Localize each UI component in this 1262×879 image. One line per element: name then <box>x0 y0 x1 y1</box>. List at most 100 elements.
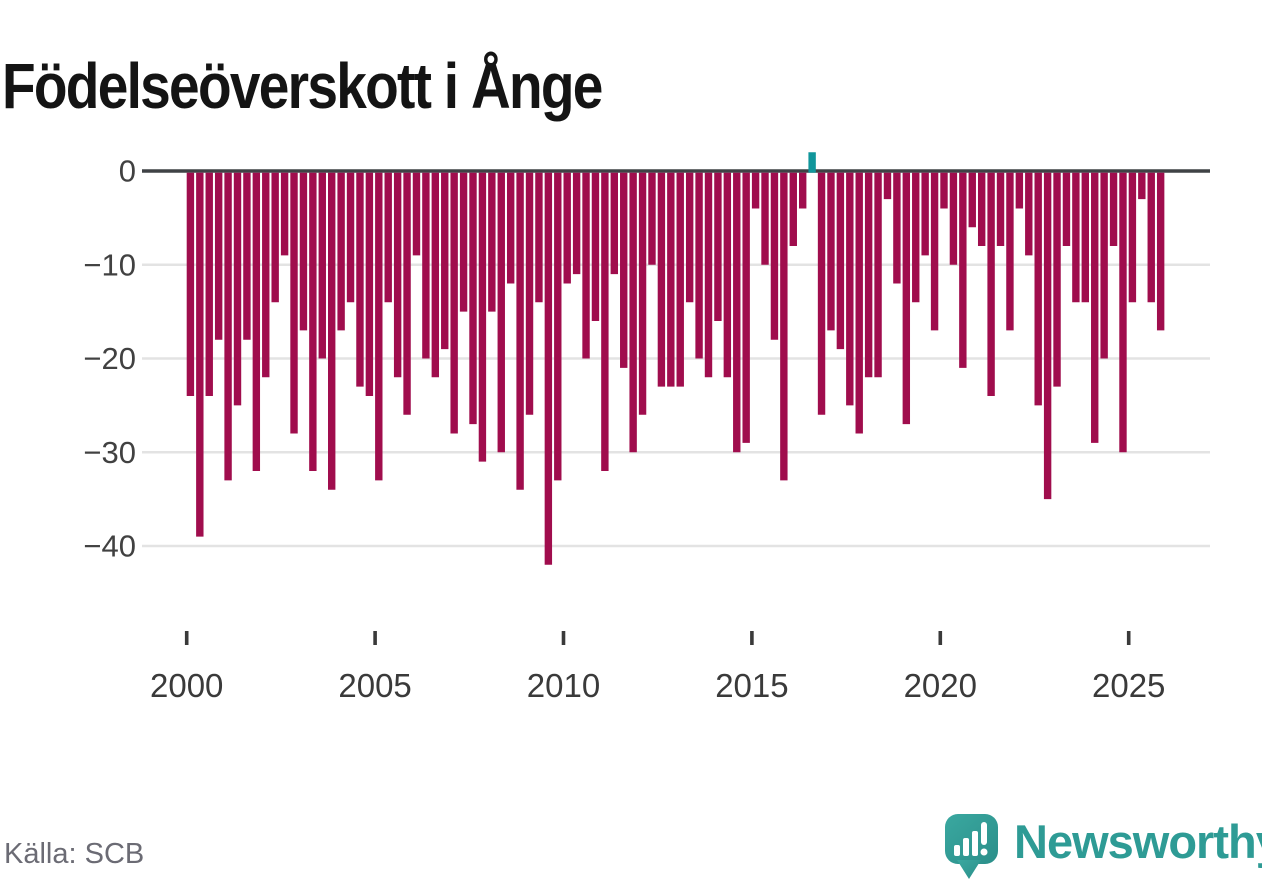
bar <box>883 172 892 200</box>
bar <box>469 172 477 425</box>
bar <box>1119 172 1127 453</box>
bar <box>977 172 986 246</box>
bar <box>205 172 213 396</box>
bar <box>620 172 628 368</box>
bar <box>497 172 505 453</box>
bar <box>638 172 647 415</box>
bar <box>252 172 261 471</box>
bar <box>610 172 618 275</box>
bar <box>441 172 449 350</box>
bar <box>836 172 845 350</box>
bar <box>1072 172 1080 303</box>
bar <box>742 172 750 443</box>
bar <box>299 172 308 331</box>
newsworthy-wordmark: Newsworthy <box>1014 815 1262 868</box>
bar <box>968 172 976 228</box>
bar <box>459 172 468 312</box>
bar <box>893 172 901 284</box>
bar <box>544 172 553 565</box>
bar <box>271 172 279 303</box>
bar <box>855 172 863 434</box>
bar <box>676 172 684 387</box>
bar <box>375 172 383 481</box>
bar <box>996 172 1005 246</box>
bar-positive <box>808 152 816 173</box>
page-title: Födelseöverskott i Ånge <box>2 49 603 122</box>
bar <box>356 172 364 387</box>
bar <box>488 172 496 312</box>
bar <box>591 172 600 321</box>
bar <box>667 172 675 387</box>
x-axis-tick-mark <box>184 631 189 645</box>
speech-bubble-bar-chart-icon <box>945 814 998 879</box>
bar <box>751 172 760 209</box>
x-axis-tick-label: 2005 <box>338 667 411 704</box>
bar <box>1138 172 1146 200</box>
bar <box>921 172 929 256</box>
bar <box>328 172 336 490</box>
x-axis-tick-label: 2010 <box>527 667 600 704</box>
x-axis-tick-mark <box>750 631 754 645</box>
bar <box>761 172 769 265</box>
bar <box>196 172 204 537</box>
y-axis-tick-label: −20 <box>83 341 136 376</box>
bar <box>685 172 694 303</box>
bar <box>309 172 317 471</box>
bar <box>629 172 637 453</box>
x-axis-tick-label: 2015 <box>715 667 788 704</box>
x-axis-tick-mark <box>1126 631 1131 645</box>
bar-chart-svg: 0 −10 −20 −30 −40 2000 2005 2010 2015 2020 2025 <box>83 152 1210 704</box>
bar <box>1081 172 1089 303</box>
bar <box>214 172 223 340</box>
bar <box>280 172 289 256</box>
bar <box>412 172 421 256</box>
bar <box>365 172 374 396</box>
bar <box>450 172 458 434</box>
bar <box>318 172 326 359</box>
bar <box>554 172 562 481</box>
x-axis-tick-mark <box>561 631 566 645</box>
bar <box>949 172 958 265</box>
bar <box>582 172 590 359</box>
y-axis-tick-label: 0 <box>119 154 136 189</box>
bar <box>1053 172 1061 387</box>
bar <box>648 172 656 265</box>
bar <box>243 172 251 340</box>
bar <box>704 172 713 378</box>
bar <box>1109 172 1118 246</box>
bar <box>393 172 402 378</box>
bar <box>657 172 666 387</box>
bar <box>1043 172 1052 500</box>
bar <box>1062 172 1071 246</box>
x-axis-tick-label: 2000 <box>150 667 223 704</box>
bar <box>1091 172 1099 443</box>
bar <box>864 172 873 378</box>
bar <box>1128 172 1137 303</box>
bar <box>1025 172 1033 256</box>
bar <box>431 172 440 378</box>
bar <box>262 172 270 378</box>
source-note: Källa: SCB <box>4 838 145 870</box>
bar <box>902 172 911 425</box>
bar <box>422 172 430 359</box>
bar <box>827 172 835 331</box>
y-axis-tick-label: −30 <box>83 435 136 470</box>
bar <box>1156 172 1165 331</box>
bar <box>770 172 779 340</box>
bar <box>516 172 524 490</box>
bar <box>874 172 882 378</box>
bar <box>1015 172 1024 209</box>
bar <box>987 172 995 396</box>
bar <box>506 172 515 284</box>
x-axis-tick-label: 2025 <box>1092 667 1165 704</box>
bar <box>563 172 571 284</box>
bar <box>478 172 487 462</box>
bar <box>846 172 854 406</box>
bar <box>780 172 788 481</box>
bar <box>403 172 411 415</box>
bar <box>817 172 826 415</box>
bar <box>384 172 392 303</box>
bar <box>1100 172 1108 359</box>
bar <box>525 172 534 415</box>
bar <box>535 172 543 303</box>
